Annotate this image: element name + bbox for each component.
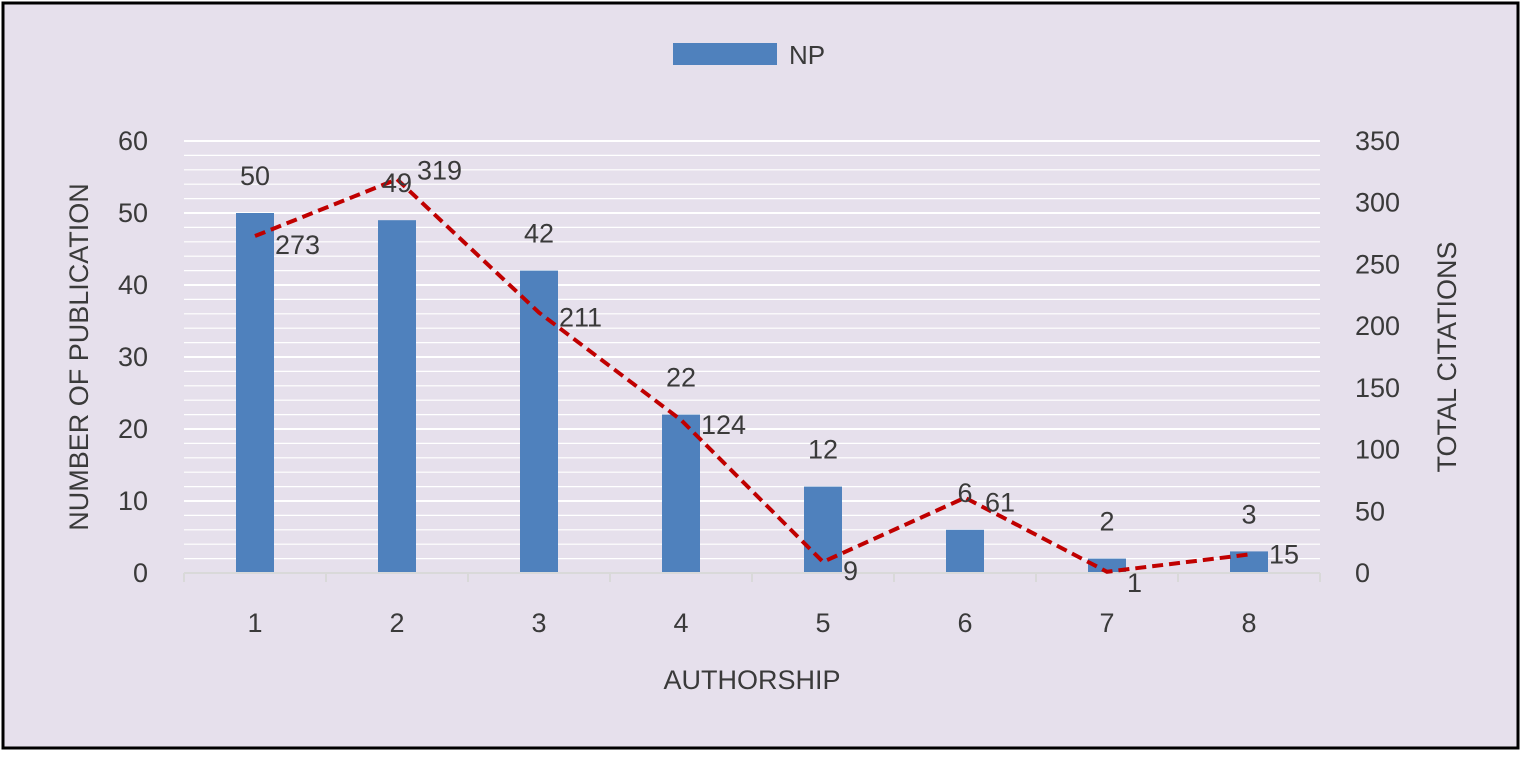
citation-value-label: 211 xyxy=(559,303,602,333)
bar-value-label: 49 xyxy=(382,168,412,198)
y-tick-label: 40 xyxy=(118,270,148,300)
bar-value-label: 12 xyxy=(808,435,838,465)
y2-tick-label: 150 xyxy=(1355,373,1400,403)
citation-value-label: 1 xyxy=(1127,568,1142,598)
bar-8 xyxy=(1230,551,1268,573)
y2-axis-title: TOTAL CITATIONS xyxy=(1432,241,1462,472)
y2-tick-label: 100 xyxy=(1355,435,1400,465)
y-tick-label: 30 xyxy=(118,342,148,372)
bar-6 xyxy=(946,530,984,573)
bar-value-label: 6 xyxy=(957,478,972,508)
bar-value-label: 50 xyxy=(240,161,270,191)
x-tick-label: 1 xyxy=(247,608,262,638)
x-tick-label: 3 xyxy=(531,608,546,638)
citation-value-label: 273 xyxy=(275,230,320,260)
citation-value-label: 9 xyxy=(843,556,858,586)
bar-2 xyxy=(378,220,416,573)
x-tick-label: 7 xyxy=(1099,608,1114,638)
y2-tick-label: 350 xyxy=(1355,126,1400,156)
bar-value-label: 3 xyxy=(1241,499,1256,529)
citation-value-label: 15 xyxy=(1269,539,1299,569)
x-tick-label: 2 xyxy=(389,608,404,638)
legend-swatch-np xyxy=(673,43,777,65)
y2-tick-label: 200 xyxy=(1355,311,1400,341)
bar-3 xyxy=(520,271,558,573)
citation-value-label: 124 xyxy=(701,410,746,440)
bar-value-label: 2 xyxy=(1099,507,1114,537)
x-tick-label: 5 xyxy=(815,608,830,638)
y2-tick-label: 0 xyxy=(1355,558,1370,588)
y-tick-label: 60 xyxy=(118,126,148,156)
x-tick-label: 4 xyxy=(673,608,688,638)
y-tick-label: 20 xyxy=(118,414,148,444)
bar-1 xyxy=(236,213,274,573)
x-tick-label: 8 xyxy=(1241,608,1256,638)
bar-value-label: 22 xyxy=(666,363,696,393)
x-axis-title: AUTHORSHIP xyxy=(663,665,840,695)
legend-label-np: NP xyxy=(789,40,825,70)
y-axis-title: NUMBER OF PUBLICATION xyxy=(64,183,94,531)
y2-tick-label: 300 xyxy=(1355,188,1400,218)
y-tick-label: 10 xyxy=(118,486,148,516)
y2-tick-label: 250 xyxy=(1355,249,1400,279)
x-tick-label: 6 xyxy=(957,608,972,638)
bar-4 xyxy=(662,415,700,573)
y-tick-label: 50 xyxy=(118,198,148,228)
citation-value-label: 319 xyxy=(417,155,462,185)
y2-tick-label: 50 xyxy=(1355,496,1385,526)
bar-value-label: 42 xyxy=(524,219,554,249)
bar-5 xyxy=(804,487,842,573)
y-tick-label: 0 xyxy=(133,558,148,588)
chart-background xyxy=(3,3,1518,748)
citation-value-label: 61 xyxy=(985,488,1015,518)
